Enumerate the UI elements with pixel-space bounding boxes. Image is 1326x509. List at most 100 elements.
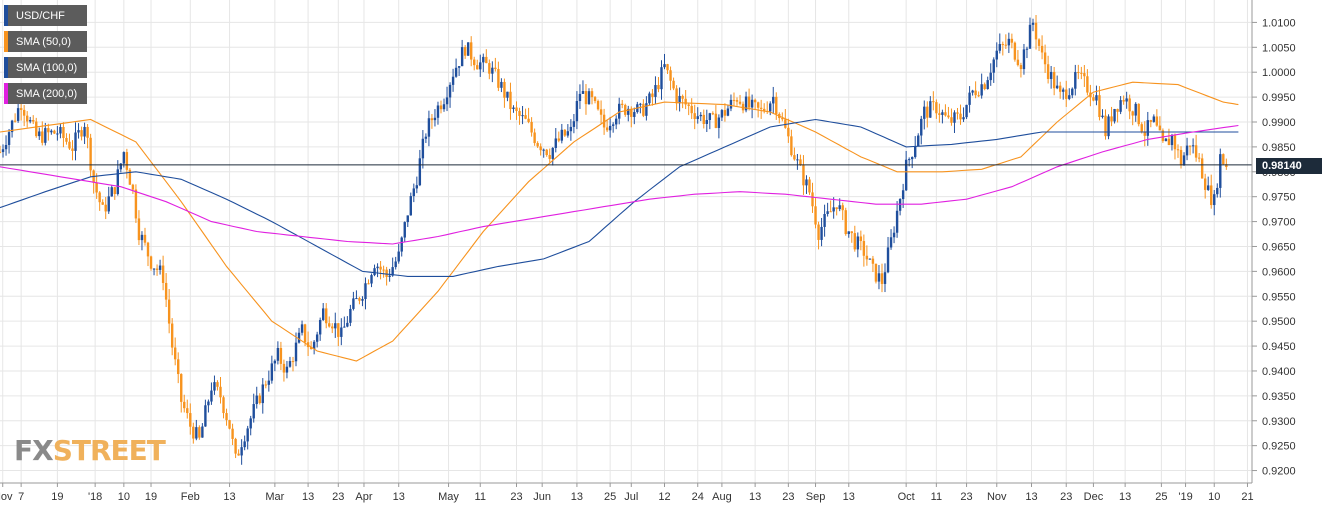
candle-body [282, 363, 286, 373]
candle [267, 370, 271, 392]
candle [439, 100, 443, 114]
candle [932, 91, 935, 111]
candle [385, 266, 388, 286]
candle-body [901, 190, 905, 200]
candle [578, 84, 582, 109]
candle [1188, 145, 1192, 156]
candle [403, 221, 406, 242]
candle-body [1016, 59, 1020, 66]
candle [611, 122, 615, 133]
candle-body [938, 113, 941, 115]
candle [533, 128, 536, 146]
candle-body [16, 108, 20, 121]
candle-body [1101, 115, 1104, 118]
candle-body [838, 205, 841, 210]
candle-body [717, 117, 721, 128]
candle [1122, 95, 1125, 105]
candle [980, 73, 983, 99]
candle [427, 110, 431, 147]
last-price-tag: 0.98140 [1256, 158, 1322, 174]
candle [575, 91, 579, 130]
candle-body [1158, 125, 1162, 131]
candle-body [1167, 138, 1171, 146]
candle-body [518, 110, 521, 116]
candle [89, 133, 92, 177]
candle [729, 94, 733, 112]
candle-body [337, 323, 340, 337]
candle-body [1104, 115, 1107, 137]
candle [252, 393, 255, 423]
candle-body [83, 126, 86, 137]
candle [775, 92, 778, 120]
candle [657, 77, 660, 93]
candle [690, 98, 693, 120]
candle [334, 312, 337, 338]
candle [1022, 43, 1026, 75]
candle [328, 316, 331, 328]
candle-body [614, 118, 618, 125]
candle-body [965, 104, 968, 118]
x-tick-label: 7 [18, 491, 24, 503]
candle [1062, 87, 1065, 100]
candle-body [25, 115, 29, 122]
candle [829, 200, 832, 213]
candle [1004, 34, 1008, 49]
candle [965, 104, 968, 120]
candle [971, 89, 974, 96]
legend-item-sma50[interactable]: SMA (50,0) [4, 31, 88, 52]
candle-body [941, 112, 944, 115]
candle [1007, 32, 1011, 54]
candle-body [868, 258, 872, 260]
candle [693, 104, 696, 130]
candle-body [923, 106, 926, 119]
legend-swatch [4, 5, 8, 26]
candle-body [1037, 39, 1041, 46]
legend-item-pair[interactable]: USD/CHF [4, 5, 88, 26]
candle [312, 340, 316, 355]
candle [1185, 137, 1189, 161]
candle [113, 186, 116, 200]
candle [696, 107, 699, 124]
candle-body [1046, 64, 1050, 79]
candle-body [889, 237, 893, 248]
candle [614, 115, 618, 130]
candle [1213, 189, 1216, 216]
candle-body [62, 127, 65, 139]
candle-body [288, 361, 292, 367]
legend-item-sma200[interactable]: SMA (200,0) [4, 83, 88, 104]
candle-body [1068, 95, 1071, 99]
candle-body [524, 115, 527, 119]
candle-body [932, 101, 935, 103]
candle-body [207, 401, 210, 406]
candle-body [832, 207, 835, 212]
candle [448, 82, 452, 108]
y-tick-label: 1.0000 [1262, 67, 1296, 79]
candle-body [723, 110, 727, 116]
candle-body [457, 66, 461, 68]
candle-body [784, 119, 787, 128]
candle [1119, 96, 1122, 115]
candle [735, 97, 739, 106]
candle [1065, 80, 1068, 107]
x-tick-label: 13 [571, 491, 583, 503]
candle [929, 96, 932, 118]
candle-body [47, 128, 50, 133]
candle-body [44, 128, 47, 143]
candle [225, 408, 228, 426]
candle [959, 104, 962, 125]
candle-body [853, 233, 857, 250]
candle [95, 173, 98, 199]
x-tick-label: Dec [1084, 491, 1104, 503]
candle [388, 268, 391, 282]
x-tick-label: 13 [843, 491, 855, 503]
candle-body [273, 360, 277, 364]
candle [451, 68, 455, 92]
x-tick-label: '18 [88, 491, 102, 503]
candle [892, 226, 896, 244]
candle [684, 89, 687, 110]
x-tick-label: Oct [898, 491, 915, 503]
x-tick-label: May [438, 491, 459, 503]
legend-item-sma100[interactable]: SMA (100,0) [4, 57, 88, 78]
candle [1095, 85, 1098, 106]
candle [167, 289, 171, 334]
